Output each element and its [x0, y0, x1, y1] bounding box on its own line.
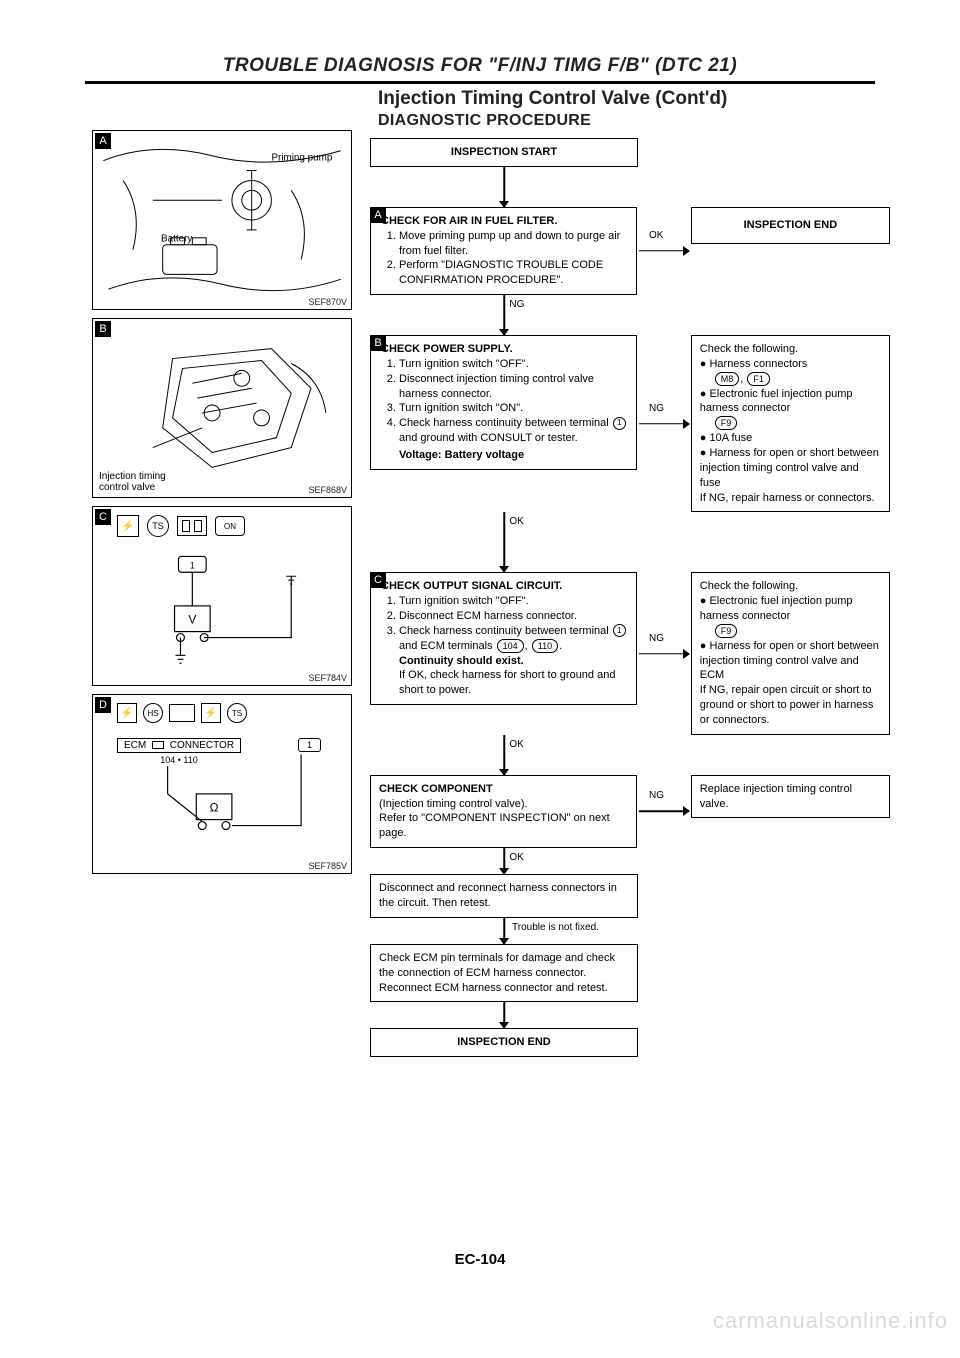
flowchart: INSPECTION START A CHECK FOR AIR IN FUEL… [370, 138, 890, 1057]
figure-a-batt-label: Battery [161, 234, 192, 245]
figure-d: D ⚡ HS ⚡ TS ECM CONNECTOR 104 • 110 1 Ω [92, 694, 352, 874]
figure-b-label: Injection timing control valve [99, 471, 166, 493]
arrow-down [370, 1002, 638, 1028]
step-a-item-2: Perform "DIAGNOSTIC TROUBLE CODE CONFIRM… [399, 258, 628, 288]
step-c-tag: C [370, 572, 386, 588]
page-number: EC-104 [0, 1251, 960, 1268]
svg-text:V: V [188, 613, 196, 627]
step-b-item-1: Turn ignition switch "OFF". [399, 357, 628, 372]
figure-b-tag: B [95, 321, 111, 337]
flow-step-c-row: C CHECK OUTPUT SIGNAL CIRCUIT. Turn igni… [370, 572, 890, 734]
step-c-item-1: Turn ignition switch "OFF". [399, 594, 628, 609]
flow-end: INSPECTION END [370, 1028, 638, 1057]
section-subtitle: Injection Timing Control Valve (Cont'd) [378, 88, 960, 110]
flow-b-side: Check the following. Harness connectors … [691, 335, 890, 512]
flow-a-side: INSPECTION END [691, 207, 890, 244]
figure-c-code: SEF784V [308, 673, 347, 683]
step-c-heading: CHECK OUTPUT SIGNAL CIRCUIT. [381, 579, 628, 594]
figure-a-tag: A [95, 133, 111, 149]
page-title: TROUBLE DIAGNOSIS FOR "F/INJ TIMG F/B" (… [0, 0, 960, 77]
svg-text:1: 1 [190, 560, 195, 570]
section-subhead: DIAGNOSTIC PROCEDURE [378, 112, 960, 130]
step-a-tag: A [370, 207, 386, 223]
arrow-down: OK [370, 735, 638, 775]
arrow-right: NG [639, 804, 689, 818]
flow-step-b: B CHECK POWER SUPPLY. Turn ignition swit… [370, 335, 637, 470]
step-c-item-2: Disconnect ECM harness connector. [399, 609, 628, 624]
flow-d-side: Replace injection timing control valve. [691, 775, 890, 819]
figure-a-pump-label: Priming pump [271, 153, 332, 164]
header-rule [85, 81, 875, 84]
step-a-heading: CHECK FOR AIR IN FUEL FILTER. [381, 214, 628, 229]
arrow-right: NG [639, 647, 689, 661]
arrow-down: OK [370, 848, 638, 874]
figure-column: A Priming pump Battery SEF870V B [92, 130, 352, 882]
flow-step-e: Disconnect and reconnect harness connect… [370, 874, 638, 918]
figure-c: C ⚡ TS ON 1 V SEF784V [92, 506, 352, 686]
flow-step-d: CHECK COMPONENT (Injection timing contro… [370, 775, 637, 848]
arrow-down: NG [370, 295, 638, 335]
figure-b-code: SEF868V [308, 485, 347, 495]
figure-a: A Priming pump Battery SEF870V [92, 130, 352, 310]
flow-step-f: Check ECM pin terminals for damage and c… [370, 944, 638, 1003]
step-b-item-3: Turn ignition switch "ON". [399, 401, 628, 416]
arrow-right: NG [639, 417, 689, 431]
figure-b: B Injection timing control valve SEF868V [92, 318, 352, 498]
flow-start: INSPECTION START [370, 138, 638, 167]
flow-step-a: A CHECK FOR AIR IN FUEL FILTER. Move pri… [370, 207, 637, 295]
flow-step-b-row: B CHECK POWER SUPPLY. Turn ignition swit… [370, 335, 890, 512]
flow-c-side: Check the following. Electronic fuel inj… [691, 572, 890, 734]
flow-step-d-row: CHECK COMPONENT (Injection timing contro… [370, 775, 890, 848]
flow-step-c: C CHECK OUTPUT SIGNAL CIRCUIT. Turn igni… [370, 572, 637, 705]
arrow-down: Trouble is not fixed. [370, 918, 638, 944]
arrow-down [370, 167, 638, 207]
step-c-item-3: Check harness continuity between termina… [399, 624, 628, 698]
arrow-down: OK [370, 512, 638, 572]
arrow-right: OK [639, 244, 689, 258]
flow-step-a-row: A CHECK FOR AIR IN FUEL FILTER. Move pri… [370, 207, 890, 295]
step-b-item-2: Disconnect injection timing control valv… [399, 372, 628, 402]
svg-text:Ω: Ω [210, 801, 219, 815]
step-b-tag: B [370, 335, 386, 351]
watermark: carmanualsonline.info [713, 1308, 948, 1334]
step-a-item-1: Move priming pump up and down to purge a… [399, 229, 628, 259]
step-b-item-4: Check harness continuity between termina… [399, 416, 628, 463]
figure-a-code: SEF870V [308, 297, 347, 307]
figure-d-code: SEF785V [308, 861, 347, 871]
step-b-heading: CHECK POWER SUPPLY. [381, 342, 628, 357]
